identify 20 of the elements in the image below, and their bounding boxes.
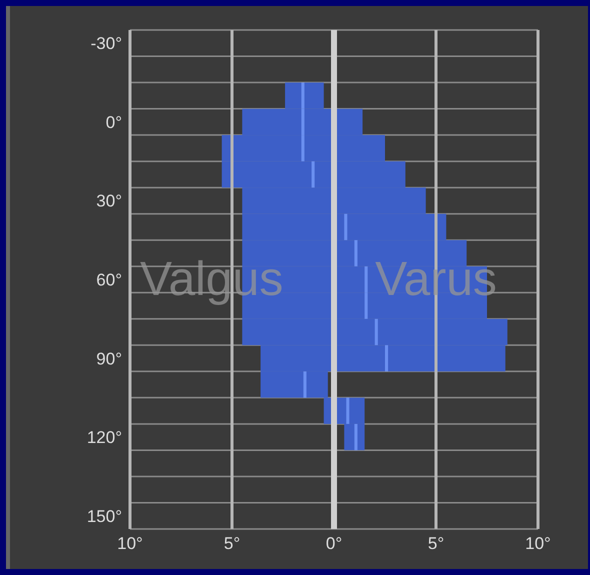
bar [346, 398, 350, 424]
y-tick-label: 120° [86, 428, 122, 448]
bar [354, 424, 358, 450]
y-tick-label: 60° [96, 270, 122, 290]
bar [385, 345, 388, 372]
x-tick-label: 5° [224, 534, 240, 554]
y-tick-label: 30° [96, 192, 122, 211]
bar [374, 318, 378, 346]
bar [344, 214, 348, 240]
bar [303, 371, 306, 398]
x-tick-label: 10° [525, 534, 551, 554]
bar [354, 240, 358, 266]
x-tick-label: 0° [326, 534, 342, 554]
y-tick-label: -30° [90, 34, 122, 54]
x-tick-label: 5° [428, 534, 444, 554]
y-tick-label: 0° [106, 112, 122, 132]
bar [312, 161, 315, 188]
y-tick-label: 90° [96, 349, 122, 368]
x-tick-label: 10° [117, 534, 143, 554]
y-tick-label: 150° [86, 506, 122, 526]
